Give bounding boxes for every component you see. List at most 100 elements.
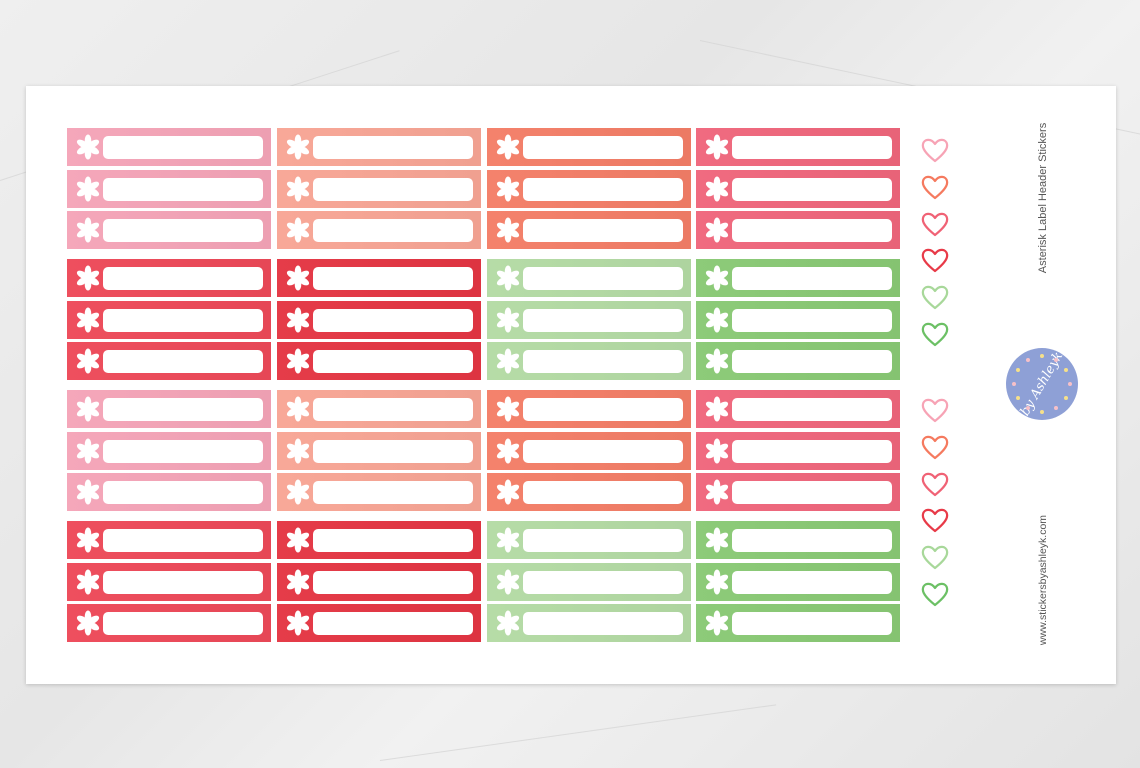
asterisk-icon [495,307,521,333]
label-sticker [277,169,481,208]
label-sticker [487,562,691,601]
label-writing-area [523,177,683,201]
label-writing-area [103,612,263,635]
asterisk-icon [75,610,101,636]
label-sticker [696,604,900,642]
label-writing-area [313,177,473,201]
label-writing-area [732,177,892,201]
logo-heart-dot [1015,396,1020,400]
label-sticker [67,521,271,559]
label-writing-area [732,267,892,290]
label-writing-area [313,350,473,373]
label-writing-area [103,350,263,373]
label-sticker [67,128,271,166]
logo-text: by Ashleyk [1017,349,1067,419]
label-sticker [67,390,271,428]
label-sticker [487,211,691,249]
label-writing-area [523,136,683,159]
asterisk-icon [285,217,311,243]
asterisk-icon [285,569,311,595]
label-sticker [696,128,900,166]
asterisk-icon [495,217,521,243]
asterisk-icon [495,134,521,160]
label-writing-area [103,570,263,594]
asterisk-icon [495,176,521,202]
label-sticker [277,390,481,428]
label-writing-area [103,439,263,463]
asterisk-icon [495,348,521,374]
label-sticker [277,128,481,166]
label-sticker [277,300,481,339]
label-writing-area [103,308,263,332]
asterisk-icon [704,134,730,160]
label-sticker [487,473,691,511]
asterisk-icon [285,438,311,464]
asterisk-icon [704,265,730,291]
heart-outline-icon [920,320,950,348]
asterisk-icon [495,610,521,636]
logo-heart-dot [1064,396,1069,400]
logo-heart-dot [1054,357,1058,362]
label-sticker [277,211,481,249]
label-sticker [696,259,900,297]
label-writing-area [732,570,892,594]
asterisk-icon [75,176,101,202]
heart-outline-icon [920,246,950,274]
label-writing-area [523,219,683,242]
label-writing-area [313,267,473,290]
asterisk-icon [285,479,311,505]
label-writing-area [732,612,892,635]
label-sticker [696,211,900,249]
label-sticker [696,521,900,559]
heart-outline-icon [920,506,950,534]
asterisk-icon [75,527,101,553]
label-writing-area [523,570,683,594]
asterisk-icon [704,176,730,202]
heart-outline-icon [920,580,950,608]
asterisk-icon [495,527,521,553]
label-writing-area [732,481,892,504]
website-url: www.stickersbyashleyk.com [1037,514,1049,646]
asterisk-icon [704,307,730,333]
label-writing-area [103,529,263,552]
label-sticker [277,259,481,297]
heart-outline-icon [920,433,950,461]
label-writing-area [103,177,263,201]
heart-outline-icon [920,543,950,571]
asterisk-icon [495,569,521,595]
label-writing-area [523,481,683,504]
logo-heart-dot [1026,357,1030,362]
heart-outline-icon [920,136,950,164]
label-writing-area [313,219,473,242]
label-sticker [487,128,691,166]
asterisk-icon [75,569,101,595]
asterisk-icon [285,527,311,553]
label-sticker [277,342,481,380]
label-writing-area [313,570,473,594]
label-writing-area [313,308,473,332]
asterisk-icon [704,438,730,464]
label-writing-area [523,529,683,552]
label-sticker [277,473,481,511]
brand-logo: by Ashleyk [1006,348,1078,420]
asterisk-icon [495,479,521,505]
label-writing-area [103,136,263,159]
label-writing-area [103,481,263,504]
asterisk-icon [285,307,311,333]
label-writing-area [313,481,473,504]
heart-outline-icon [920,396,950,424]
marble-vein [379,704,777,761]
label-sticker [487,300,691,339]
logo-heart-dot [1068,382,1072,386]
label-sticker [696,169,900,208]
asterisk-icon [495,438,521,464]
label-sticker [696,300,900,339]
logo-heart-dot [1015,368,1020,372]
asterisk-icon [285,348,311,374]
label-writing-area [732,350,892,373]
label-writing-area [523,612,683,635]
label-writing-area [313,529,473,552]
label-writing-area [523,267,683,290]
asterisk-icon [495,396,521,422]
asterisk-icon [75,134,101,160]
